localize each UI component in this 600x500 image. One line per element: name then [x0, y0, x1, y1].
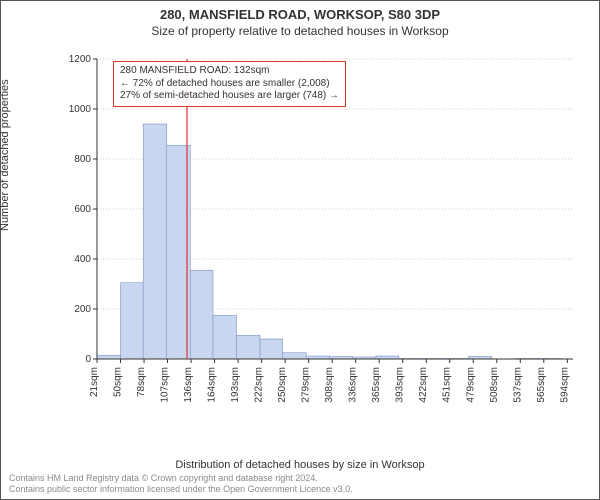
x-tick-label: 479sqm — [465, 367, 476, 403]
page-title: 280, MANSFIELD ROAD, WORKSOP, S80 3DP — [1, 7, 599, 22]
histogram-bar — [283, 353, 307, 359]
x-tick-label: 594sqm — [559, 367, 570, 403]
annotation-line: 280 MANSFIELD ROAD: 132sqm — [120, 65, 339, 78]
x-tick-label: 78sqm — [136, 367, 147, 397]
histogram-svg: 0 200 400 600 800 1000 1200 21sqm 50sqm 78sqm 107s… — [59, 53, 579, 413]
x-tick-label: 222sqm — [254, 367, 265, 403]
y-tick-label: 400 — [74, 254, 91, 265]
x-tick-label: 193sqm — [230, 367, 241, 403]
x-tick-label: 164sqm — [207, 367, 218, 403]
x-tick-label: 565sqm — [536, 367, 547, 403]
x-tick-label: 365sqm — [371, 367, 382, 403]
y-axis-label: Number of detached properties — [0, 79, 11, 231]
chart-frame: 280, MANSFIELD ROAD, WORKSOP, S80 3DP Si… — [0, 0, 600, 500]
y-tick-label: 0 — [85, 354, 91, 365]
footer-line: Contains public sector information licen… — [9, 484, 353, 495]
histogram-bar — [97, 355, 121, 359]
y-tick-label: 200 — [74, 304, 91, 315]
x-tick-label: 336sqm — [348, 367, 359, 403]
y-tick-label: 1000 — [69, 104, 92, 115]
x-axis-label: Distribution of detached houses by size … — [1, 459, 599, 471]
annotation-box: 280 MANSFIELD ROAD: 132sqm ← 72% of deta… — [113, 61, 346, 107]
x-tick-label: 21sqm — [89, 367, 100, 397]
y-ticks: 0 200 400 600 800 1000 1200 — [69, 54, 97, 365]
x-tick-label: 279sqm — [301, 367, 312, 403]
annotation-line: 27% of semi-detached houses are larger (… — [120, 90, 339, 103]
y-tick-label: 1200 — [69, 54, 92, 65]
x-tick-label: 537sqm — [512, 367, 523, 403]
x-tick-label: 50sqm — [113, 367, 124, 397]
histogram-bar — [236, 335, 260, 359]
y-tick-label: 600 — [74, 204, 91, 215]
histogram-bar — [213, 315, 237, 359]
y-tick-label: 800 — [74, 154, 91, 165]
page-subtitle: Size of property relative to detached ho… — [1, 24, 599, 38]
bars — [97, 124, 562, 359]
footer-line: Contains HM Land Registry data © Crown c… — [9, 473, 353, 484]
x-tick-label: 393sqm — [395, 367, 406, 403]
histogram-bar — [121, 283, 144, 359]
annotation-line: ← 72% of detached houses are smaller (2,… — [120, 78, 339, 91]
histogram-bar — [190, 270, 213, 359]
histogram-bar — [260, 339, 283, 359]
footer-attribution: Contains HM Land Registry data © Crown c… — [9, 473, 353, 495]
x-tick-label: 451sqm — [442, 367, 453, 403]
x-ticks: 21sqm 50sqm 78sqm 107sqm 136sqm 164sqm 193sqm 2… — [89, 359, 570, 403]
x-tick-label: 508sqm — [489, 367, 500, 403]
x-tick-label: 422sqm — [418, 367, 429, 403]
x-tick-label: 250sqm — [277, 367, 288, 403]
x-tick-label: 136sqm — [183, 367, 194, 403]
x-tick-label: 308sqm — [324, 367, 335, 403]
x-tick-label: 107sqm — [160, 367, 171, 403]
histogram-bar — [143, 124, 167, 359]
histogram-plot: 0 200 400 600 800 1000 1200 21sqm 50sqm 78sqm 107s… — [59, 53, 579, 413]
